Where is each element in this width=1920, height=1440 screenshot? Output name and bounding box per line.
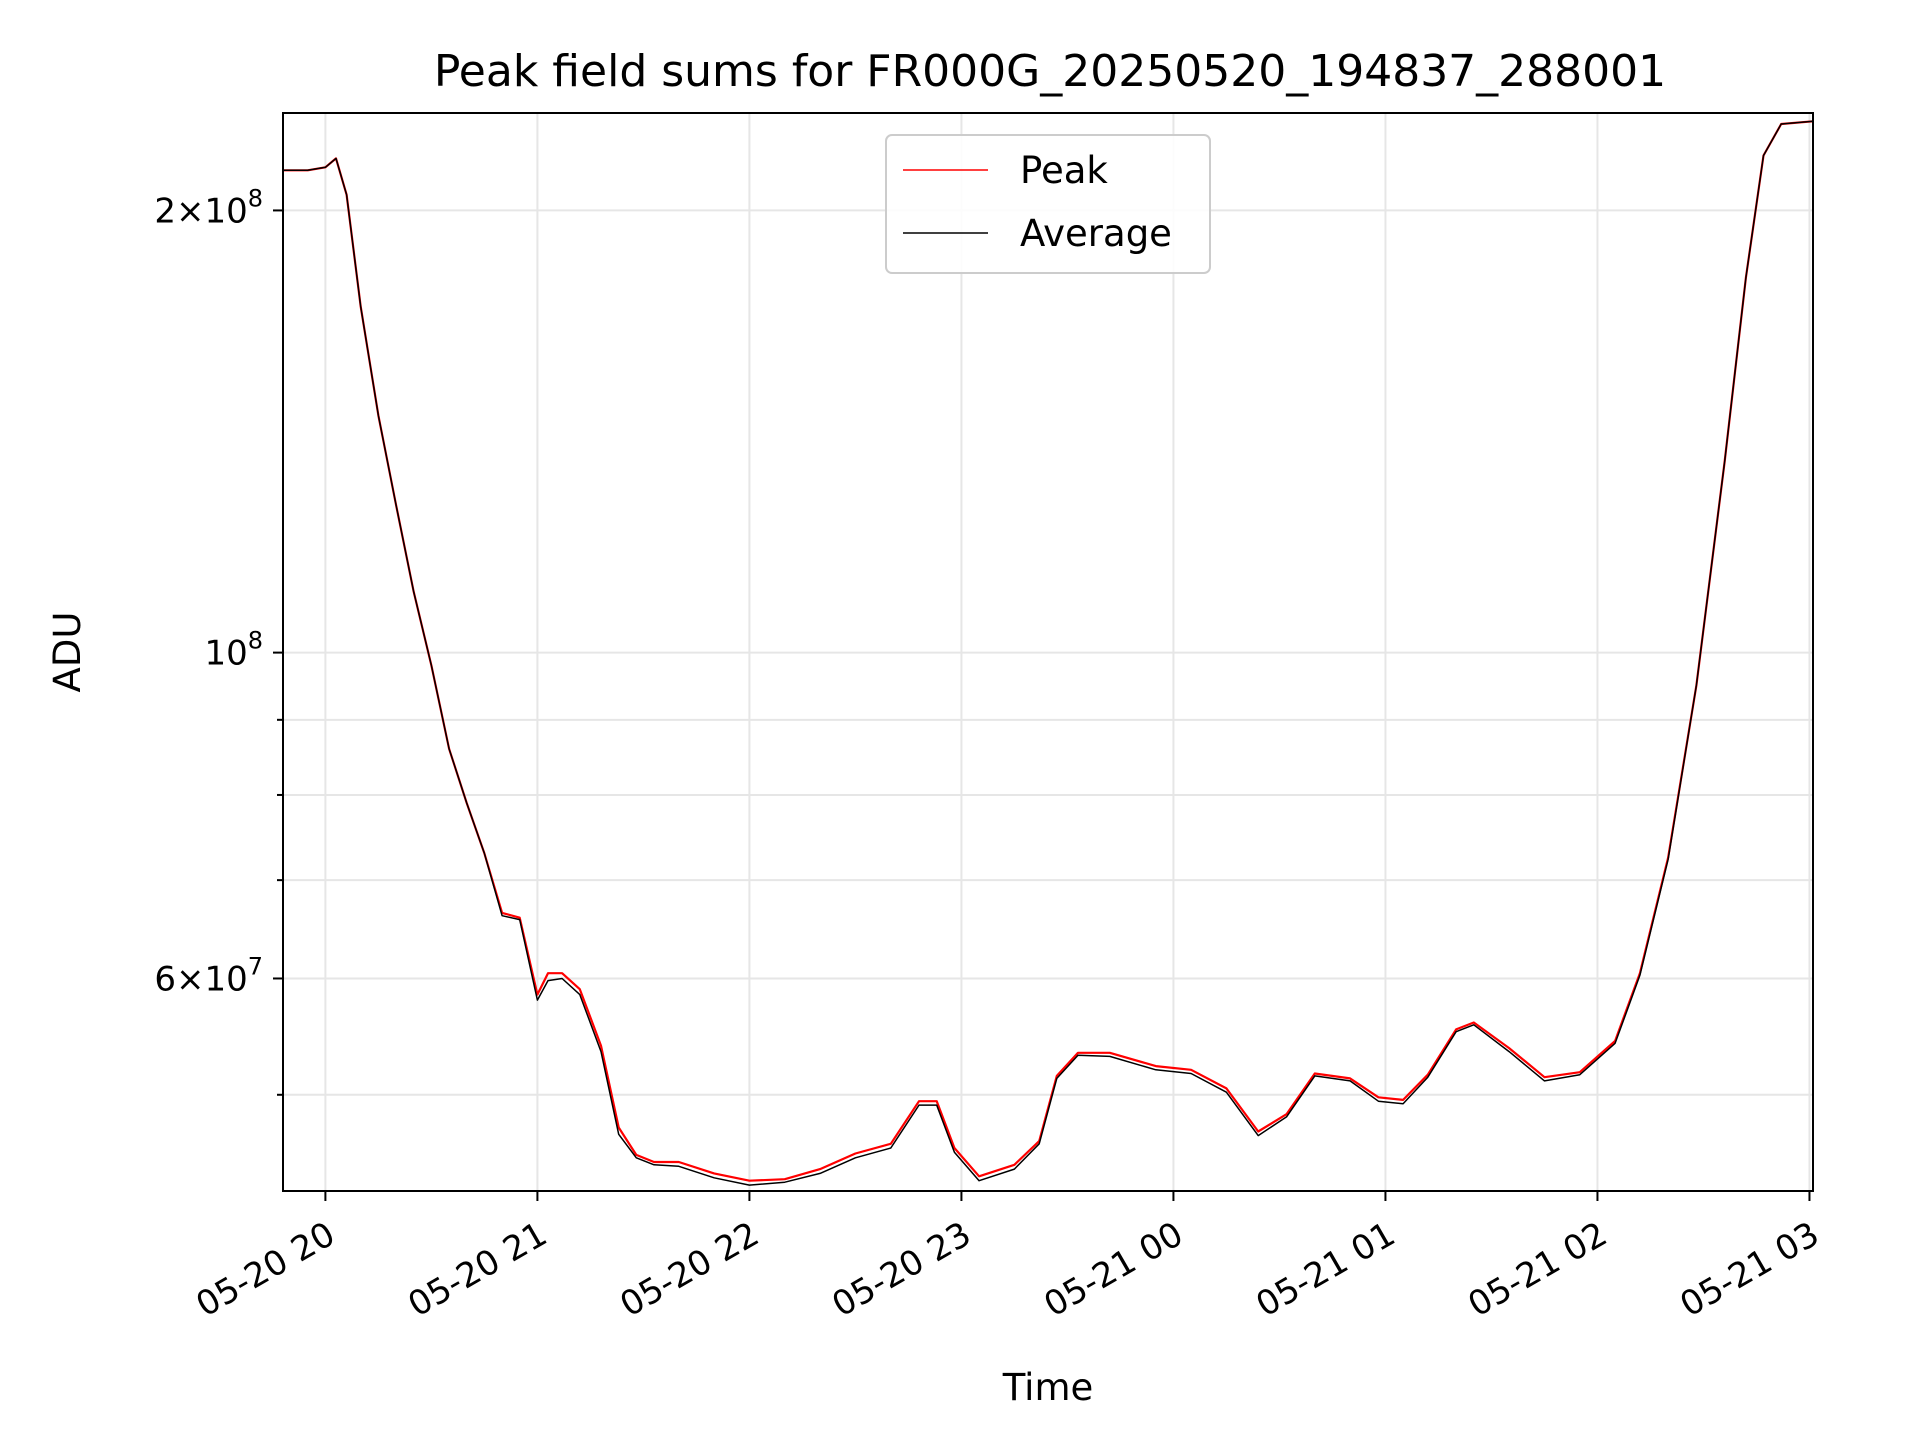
series-line-average	[283, 120, 1813, 1186]
x-axis-label: Time	[1002, 1366, 1094, 1409]
legend: Peak Average	[885, 134, 1211, 274]
y-axis: 6×107 108 2×108	[154, 184, 283, 1096]
y-axis-label: ADU	[46, 612, 89, 693]
series-layer	[283, 120, 1813, 1186]
y-tick-label: 108	[204, 627, 263, 674]
y-tick-label: 2×108	[154, 184, 263, 231]
legend-label-peak: Peak	[1020, 149, 1108, 192]
chart-title: Peak field sums for FR000G_20250520_1948…	[434, 46, 1666, 97]
legend-label-average: Average	[1020, 212, 1172, 255]
y-tick-label: 6×107	[154, 952, 263, 999]
